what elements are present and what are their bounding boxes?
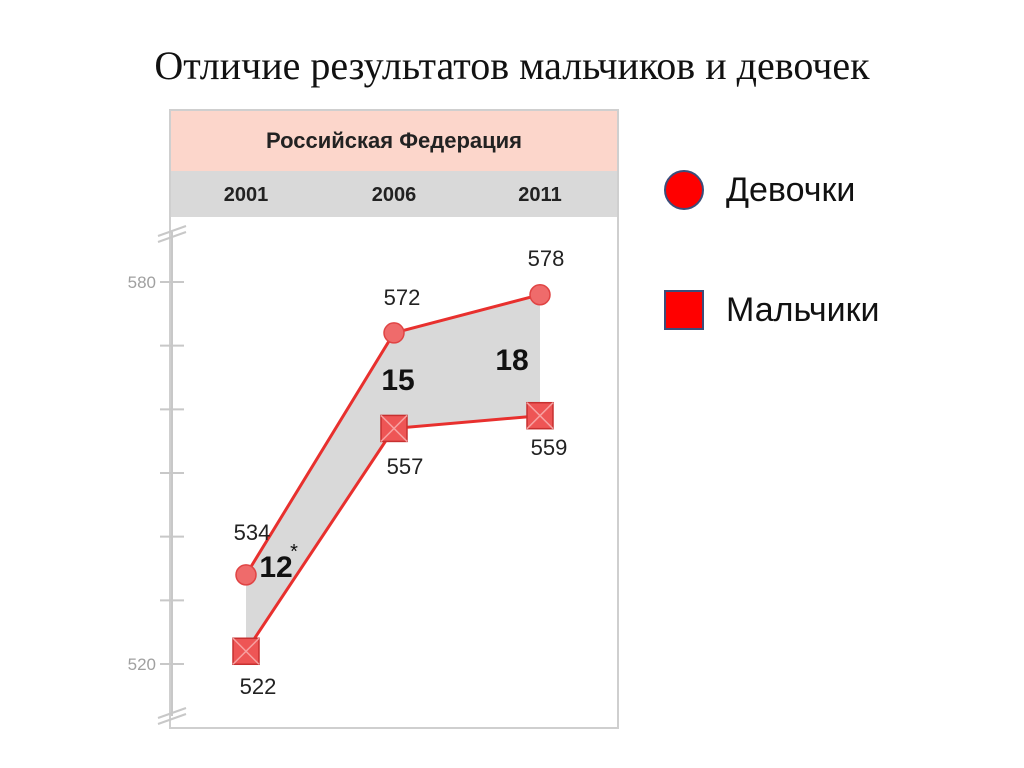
legend-label-girls: Девочки <box>726 170 856 209</box>
boys-value-label: 522 <box>240 674 277 699</box>
difference-label: 15 <box>381 364 414 397</box>
legend-item-girls: Девочки <box>664 170 855 210</box>
girls-point <box>235 564 257 586</box>
difference-label: 12 <box>259 551 292 584</box>
legend-square-icon <box>664 290 704 330</box>
boys-point-cross <box>526 402 554 430</box>
axis-break-top-1 <box>157 225 187 237</box>
boys-point <box>380 414 408 443</box>
x-tick-label: 2006 <box>372 184 417 206</box>
boys-point <box>526 401 554 430</box>
difference-note-mark: * <box>290 541 298 563</box>
girls-point <box>529 283 551 306</box>
axis-break-bottom-2 <box>157 713 187 725</box>
boys-point <box>232 637 260 666</box>
x-tick-label: 2001 <box>224 184 269 206</box>
girls-value-label: 572 <box>384 285 421 310</box>
axis-break-bottom-1 <box>157 707 187 719</box>
boys-value-label: 557 <box>387 454 424 479</box>
legend-circle-icon <box>664 170 704 210</box>
boys-value-label: 559 <box>531 435 568 460</box>
y-tick-label: 520 <box>128 655 156 674</box>
axis-break-top-2 <box>157 231 187 243</box>
y-tick-label: 580 <box>128 273 156 292</box>
chart-title: Российская Федерация <box>266 128 522 153</box>
girls-value-label: 534 <box>234 520 271 545</box>
girls-point <box>383 322 405 344</box>
legend-item-boys: Мальчики <box>664 290 879 330</box>
chart-header-band <box>171 111 617 171</box>
slide-title: Отличие результатов мальчиков и девочек <box>154 43 870 88</box>
girls-value-label: 578 <box>528 246 565 271</box>
x-tick-label: 2011 <box>518 184 561 206</box>
gap-area <box>246 294 540 652</box>
year-band <box>171 171 617 217</box>
boys-point-cross <box>232 637 260 665</box>
boys-point-cross <box>380 414 408 442</box>
legend-label-boys: Мальчики <box>726 290 880 329</box>
difference-label: 18 <box>495 344 528 377</box>
